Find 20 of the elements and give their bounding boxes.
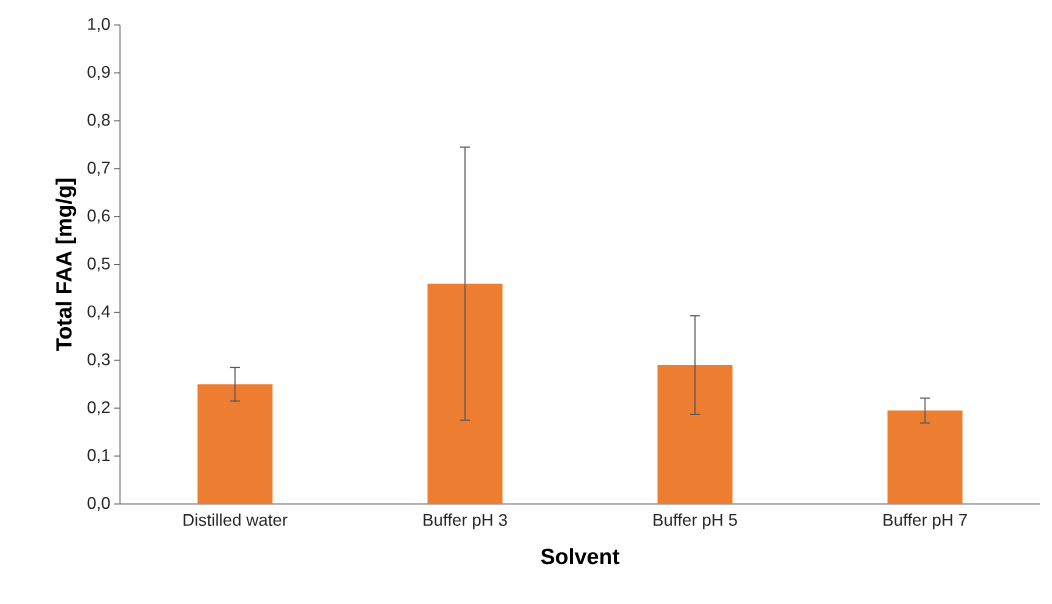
- x-tick-label: Buffer pH 3: [423, 513, 507, 530]
- y-tick-label: 0,3: [87, 353, 110, 368]
- y-tick-label: 0,5: [87, 257, 110, 272]
- y-tick-label: 0,6: [87, 209, 110, 224]
- y-tick-label: 1,0: [88, 17, 110, 32]
- x-tick-label: Buffer pH 7: [883, 513, 967, 530]
- x-tick-label: Buffer pH 5: [653, 513, 737, 530]
- x-axis-title: Solvent: [541, 548, 620, 565]
- bar: [197, 384, 273, 504]
- y-tick-label: 0,8: [87, 113, 110, 128]
- y-axis-title: Total FAA [mg/g]: [55, 178, 77, 352]
- y-tick-label: 0,2: [87, 401, 110, 416]
- bar: [887, 410, 963, 504]
- y-tick-label: 0,1: [87, 449, 110, 464]
- y-tick-label: 0,4: [87, 305, 110, 320]
- bar: [657, 365, 733, 504]
- x-tick-label: Distilled water: [183, 513, 288, 526]
- y-tick-label: 0,0: [87, 496, 110, 511]
- y-tick-label: 0,7: [87, 161, 110, 176]
- y-tick-label: 0,9: [87, 65, 110, 80]
